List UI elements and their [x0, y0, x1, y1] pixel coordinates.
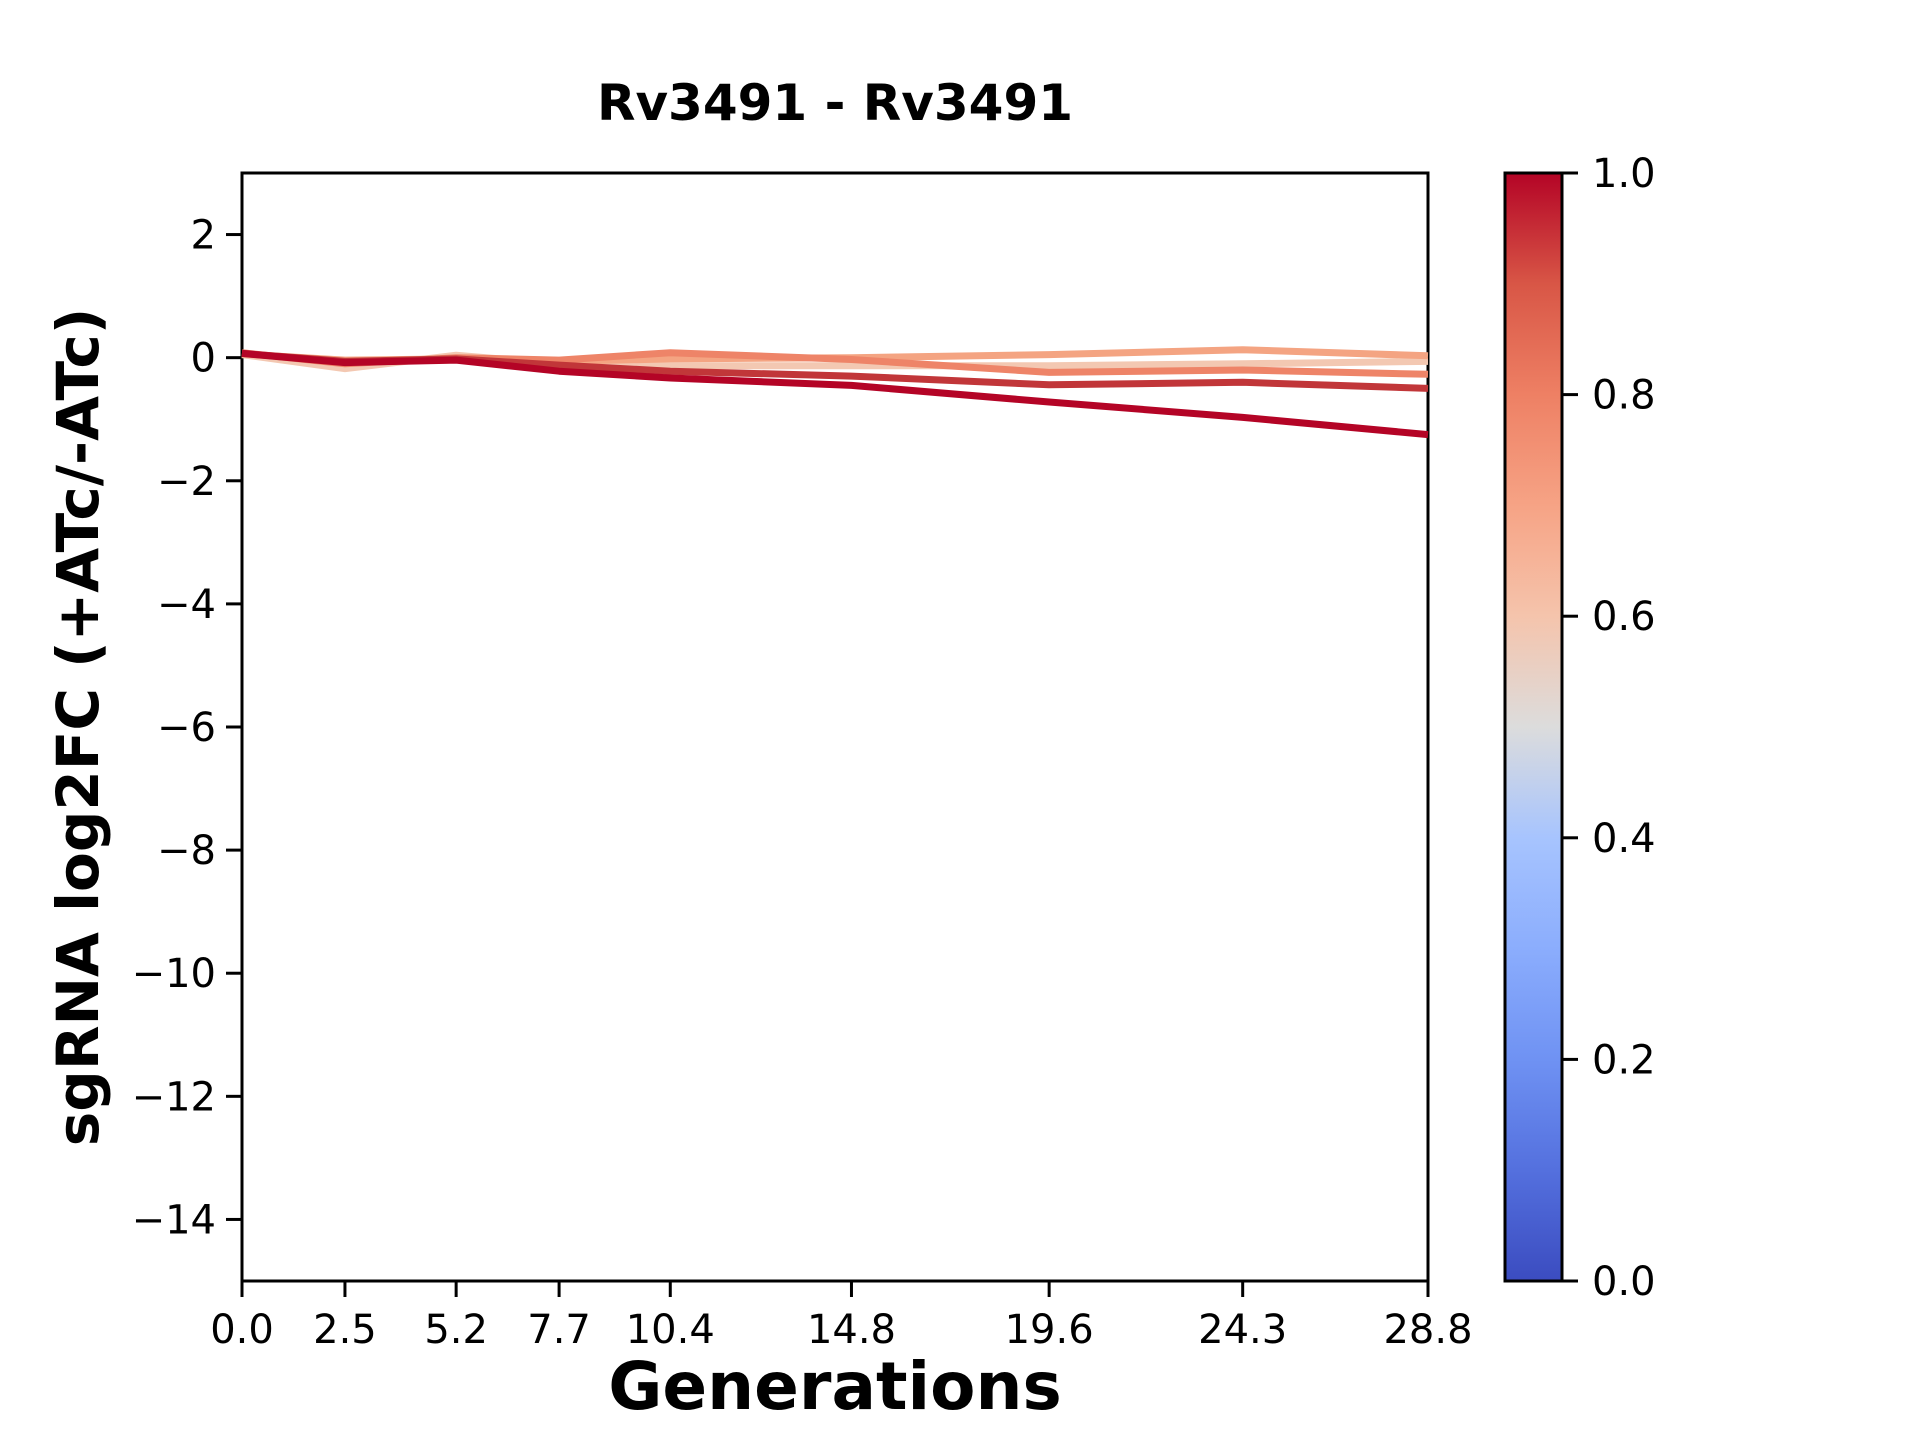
colorbar-tick-label: 0.4	[1592, 816, 1656, 862]
colorbar-tick-label: 0.8	[1592, 373, 1656, 419]
chart-title: Rv3491 - Rv3491	[596, 74, 1074, 132]
y-tick-label: −14	[132, 1197, 216, 1243]
colorbar-tick-label: 1.0	[1592, 151, 1656, 197]
y-tick-label: −10	[132, 951, 216, 997]
plot-axes: 0.0 2.5 5.2 7.7 10.4 14.8 19.6 24.3 28.8 2 0 −2 −4 −6…	[132, 171, 1473, 1353]
x-tick-label: 7.7	[527, 1307, 591, 1353]
colorbar-tick-label: 0.0	[1592, 1259, 1656, 1305]
x-tick-label: 0.0	[210, 1307, 274, 1353]
x-tick-label: 5.2	[424, 1307, 488, 1353]
y-tick-label: 0	[191, 336, 216, 382]
colorbar-bar	[1503, 171, 1564, 1283]
y-tick-label: −6	[157, 705, 216, 751]
data-line	[241, 349, 1429, 439]
y-tick-label: −8	[157, 828, 216, 874]
y-tick-label: −12	[132, 1074, 216, 1120]
y-tick-label: −2	[157, 459, 216, 505]
series-lines	[241, 346, 1429, 439]
colorbar-tick-label: 0.6	[1592, 594, 1656, 640]
x-tick-label: 28.8	[1383, 1307, 1472, 1353]
plot-border	[240, 171, 1430, 1283]
y-tick-label: 2	[191, 213, 216, 259]
x-tick-label: 2.5	[313, 1307, 377, 1353]
x-tick-label: 24.3	[1198, 1307, 1287, 1353]
colorbar-tick-label: 0.2	[1592, 1037, 1656, 1083]
x-axis-label: Generations	[608, 1348, 1062, 1425]
x-tick-label: 19.6	[1005, 1307, 1094, 1353]
y-tick-label: −4	[157, 582, 216, 628]
x-tick-label: 14.8	[807, 1307, 896, 1353]
x-tick-label: 10.4	[626, 1307, 715, 1353]
colorbar: 1.0 0.8 0.6 0.4 0.2 0.0	[1503, 151, 1656, 1305]
